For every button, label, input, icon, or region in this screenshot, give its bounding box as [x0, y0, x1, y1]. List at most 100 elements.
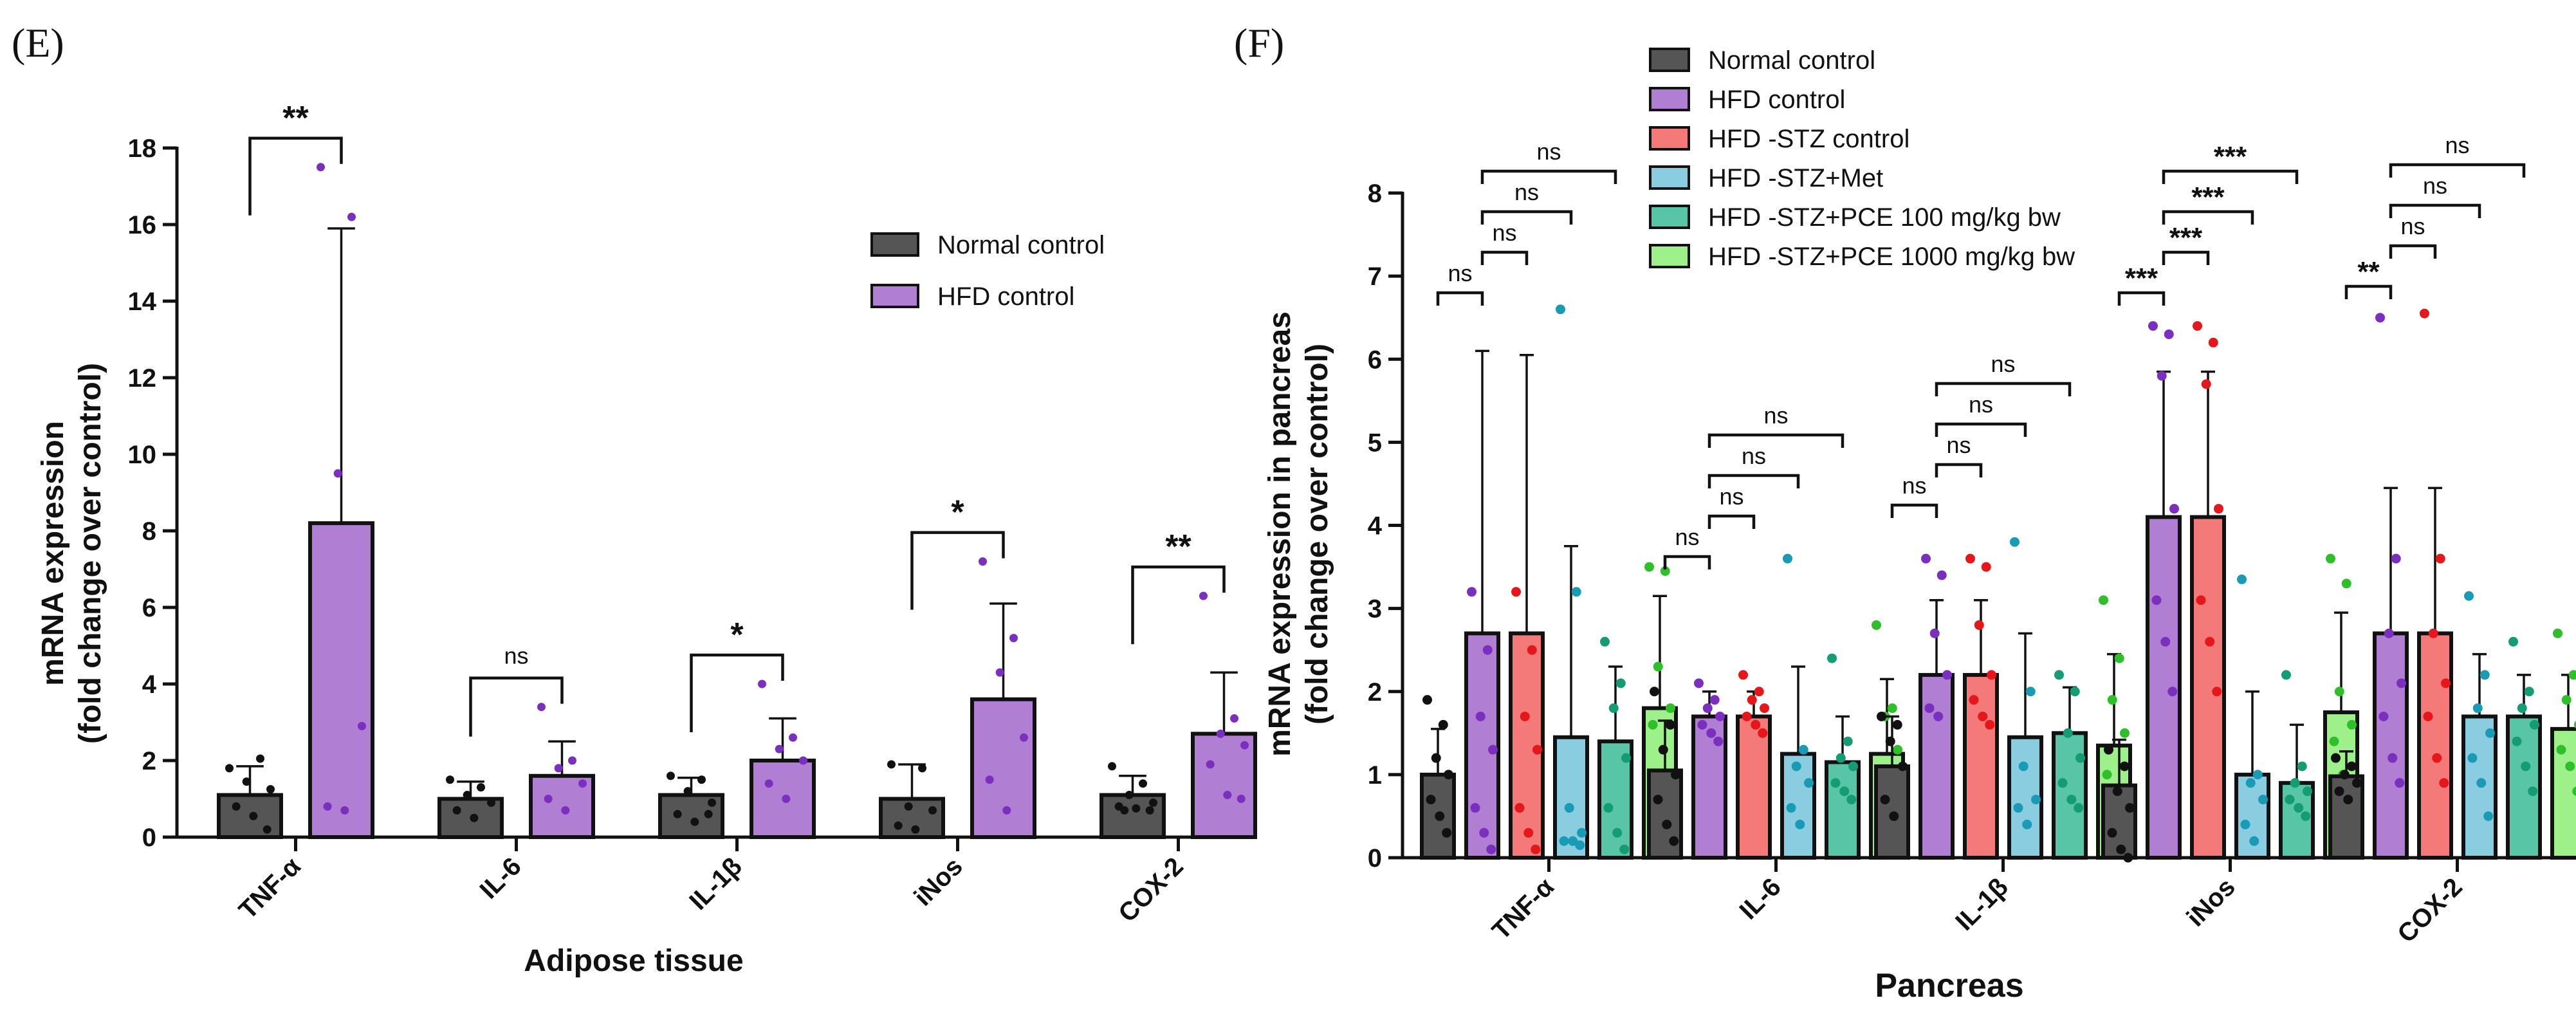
panel-f-point-hfd-stz-control-tnf-5: [1523, 827, 1534, 838]
panel-f-point-hfd-stz-control-cox-2-2: [2428, 628, 2438, 638]
panel-e-significance-il-1: *: [730, 616, 744, 654]
panel-e-point-normal-control-il-6-3: [487, 798, 496, 807]
panel-f-point-hfd-stz-pce-100-mg-kg-bw-cox-2-4: [2512, 736, 2522, 746]
panel-f-point-normal-control-il-6-1: [1665, 719, 1675, 730]
panel-e-point-normal-control-inos-1: [918, 764, 927, 773]
panel-e-significance-tnf: **: [282, 100, 309, 137]
panel-f-point-hfd-stz-pce-100-mg-kg-bw-cox-2-5: [2521, 761, 2531, 771]
panel-f-bar-hfd-control-il-1: [1918, 672, 1955, 860]
panel-f-significance-cox-2-1-3: ns: [2423, 172, 2447, 199]
panel-f-point-hfd-control-tnf-5: [1479, 827, 1489, 838]
panel-f-point-hfd-stz-control-il-1-4: [1969, 695, 1979, 705]
panel-f-legend-swatch-hfd-stz-met: [1649, 165, 1690, 190]
panel-e-point-hfd-control-tnf-3: [358, 721, 367, 730]
panel-f-bracket-il-1-1-3: [1935, 422, 2027, 437]
panel-f-point-hfd-stz-pce-1000-mg-kg-bw-il-6-3: [1893, 744, 1902, 755]
panel-e-bracket-tnf: [248, 136, 343, 216]
panel-f-point-hfd-stz-pce-100-mg-kg-bw-il-1-0: [2054, 670, 2064, 680]
panel-f-bracket-inos-1-4: [2162, 169, 2299, 184]
panel-f-point-normal-control-il-1-1: [1892, 719, 1902, 730]
panel-e-point-hfd-control-cox-2-3: [1240, 741, 1249, 750]
panel-f-bracket-tnf-0-1: [1436, 291, 1484, 306]
panel-f-point-hfd-stz-control-il-6-4: [1742, 711, 1752, 721]
panel-f-point-hfd-stz-control-il-6-5: [1751, 719, 1761, 730]
panel-e-significance-cox-2: **: [1165, 528, 1191, 566]
panel-f-y-tick-label-6: 6: [1368, 346, 1382, 374]
panel-f-significance-il-6-1-4: ns: [1763, 402, 1788, 429]
panel-f-point-hfd-control-inos-2: [2157, 371, 2167, 381]
panel-f-point-normal-control-il-6-4: [1653, 795, 1663, 805]
panel-f-point-hfd-stz-control-il-6-0: [1738, 670, 1748, 680]
panel-e-point-hfd-control-il-1-5: [782, 795, 791, 803]
panel-f-bracket-il-6-1-2: [1707, 514, 1756, 529]
panel-f-point-hfd-control-il-6-0: [1694, 678, 1704, 688]
panel-f-point-normal-control-inos-0: [2104, 744, 2113, 755]
panel-f-bar-hfd-control-tnf: [1464, 631, 1500, 860]
panel-f-legend-label-hfd-control: HFD control: [1708, 86, 1845, 114]
panel-e-point-normal-control-cox-2-1: [1139, 779, 1148, 788]
panel-f-point-normal-control-il-1-5: [1889, 811, 1899, 821]
panel-f-bracket-il-6-1-4: [1707, 433, 1845, 448]
panel-f-bracket-inos-1-2: [2162, 250, 2210, 265]
panel-f-point-hfd-control-tnf-6: [1486, 844, 1496, 854]
panel-f-point-hfd-stz-control-il-1-1: [1981, 562, 1991, 572]
panel-e-point-hfd-control-tnf-2: [333, 469, 342, 478]
panel-e-point-hfd-control-cox-2-4: [1206, 760, 1215, 769]
panel-f-point-hfd-control-il-6-3: [1715, 711, 1725, 721]
panel-f-y-tick-label-8: 8: [1368, 180, 1382, 208]
panel-e-point-hfd-control-il-6-5: [561, 806, 570, 815]
panel-f-point-hfd-stz-met-inos-0: [2237, 574, 2247, 584]
panel-f-bar-hfd-stz-control-il-1: [1963, 672, 1999, 860]
panel-f-bracket-tnf-1-3: [1480, 210, 1573, 225]
panel-f-point-hfd-control-il-6-5: [1706, 728, 1716, 738]
panel-f-significance-il-1-1-4: ns: [1991, 351, 2015, 377]
panel-f-point-normal-control-il-1-0: [1877, 711, 1886, 721]
panel-f-point-hfd-stz-pce-1000-mg-kg-bw-inos-1: [2341, 578, 2351, 589]
panel-f-legend: Normal control HFD control HFD -STZ contro…: [1649, 46, 2075, 271]
panel-f-category-label-tnf: TNF-α: [1487, 873, 1559, 945]
panel-f-category-label-il-6: IL-6: [1734, 873, 1786, 925]
panel-e-point-normal-control-cox-2-2: [1125, 791, 1134, 800]
panel-e-point-normal-control-il-6-2: [463, 791, 472, 800]
panel-f-point-hfd-stz-pce-100-mg-kg-bw-cox-2-6: [2528, 786, 2538, 797]
panel-f-legend-label-hfd-stz-pce-1000-mg-kg-bw: HFD -STZ+PCE 1000 mg/kg bw: [1708, 243, 2075, 271]
panel-f-point-hfd-stz-pce-100-mg-kg-bw-cox-2-2: [2517, 703, 2527, 714]
panel-f-point-hfd-stz-pce-1000-mg-kg-bw-cox-2-0: [2553, 628, 2562, 638]
panel-e-point-hfd-control-cox-2-6: [1237, 795, 1246, 803]
panel-f-point-hfd-stz-control-tnf-2: [1520, 711, 1530, 721]
panel-f-point-normal-control-inos-3: [2125, 803, 2135, 813]
panel-f-y-tick-label-5: 5: [1368, 429, 1382, 457]
panel-f-point-hfd-control-tnf-1: [1482, 645, 1493, 655]
panel-e-point-normal-control-il-6-5: [470, 813, 479, 822]
panel-f-point-hfd-stz-pce-1000-mg-kg-bw-il-1-1: [2114, 653, 2124, 663]
panel-e-y-tick-label-4: 4: [142, 670, 157, 699]
panel-f-significance-il-1-0-1: ns: [1902, 472, 1926, 499]
panel-f-bar-hfd-control-cox-2: [2373, 631, 2409, 860]
panel-e-y-title-line2: (fold change over control): [73, 363, 107, 744]
panel-e-point-hfd-control-il-1-4: [764, 779, 773, 788]
panel-e-point-hfd-control-tnf-1: [347, 212, 356, 221]
panel-f-point-hfd-stz-pce-100-mg-kg-bw-il-6-1: [1843, 736, 1853, 746]
panel-f-point-hfd-stz-control-inos-1: [2208, 337, 2218, 347]
panel-f-y-tick-label-2: 2: [1368, 678, 1382, 707]
panel-f-point-hfd-stz-pce-100-mg-kg-bw-tnf-0: [1600, 636, 1610, 647]
panel-e-point-normal-control-inos-0: [887, 760, 896, 769]
panel-f-point-hfd-stz-pce-1000-mg-kg-bw-il-6-1: [1887, 703, 1897, 714]
panel-f-significance-cox-2-1-4: ns: [2445, 132, 2469, 158]
panel-f-significance-tnf-1-2: ns: [1492, 219, 1516, 246]
panel-f-category-label-il-1: IL-1β: [1950, 873, 2014, 936]
panel-f-point-hfd-control-il-6-6: [1713, 736, 1724, 746]
panel-f-point-normal-control-cox-2-4: [2334, 786, 2344, 797]
panel-f-point-hfd-stz-control-cox-2-3: [2441, 678, 2451, 688]
panel-f-point-normal-control-tnf-1: [1438, 719, 1448, 730]
panel-e-point-hfd-control-inos-1: [1009, 634, 1018, 643]
panel-e-point-normal-control-cox-2-0: [1107, 762, 1116, 771]
panel-f-point-hfd-control-cox-2-3: [2397, 678, 2406, 688]
panel-f-point-hfd-stz-control-inos-0: [2193, 321, 2202, 331]
panel-f-point-normal-control-tnf-5: [1435, 811, 1445, 821]
panel-e-point-normal-control-il-6-1: [477, 783, 486, 792]
panel-f-point-normal-control-tnf-3: [1444, 770, 1453, 780]
panel-f-point-hfd-control-inos-3: [2169, 504, 2179, 514]
